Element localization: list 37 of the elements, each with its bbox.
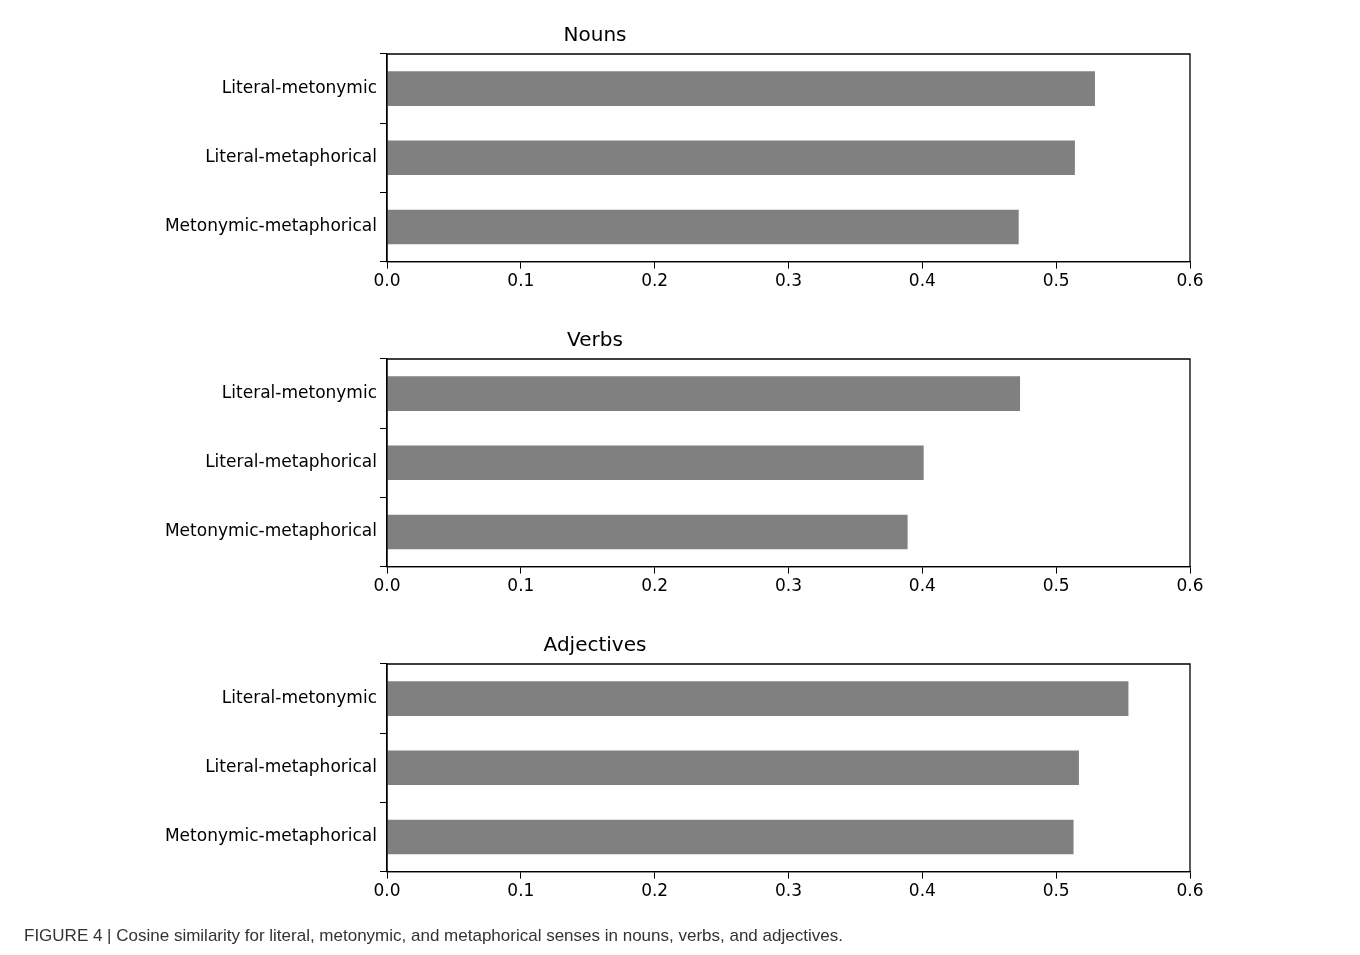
chart-title: Nouns [563,22,627,47]
x-tick-label: 0.5 [1042,270,1070,291]
x-tick-label: 0.3 [774,270,803,291]
x-tick-label: 0.6 [1176,270,1204,291]
y-tick-label: Metonymic-metaphorical [164,215,377,236]
y-tick-label: Literal-metaphorical [205,146,377,167]
x-tick-label: 0.6 [1176,880,1204,901]
x-tick-label: 0.1 [507,880,535,901]
x-tick-label: 0.4 [908,880,936,901]
x-tick-label: 0.5 [1042,880,1070,901]
bar [387,71,1095,106]
bar [387,140,1075,176]
x-tick-label: 0.0 [373,880,401,901]
x-tick-label: 0.4 [908,270,936,291]
y-tick-label: Literal-metonymic [221,77,377,98]
x-tick-label: 0.3 [774,575,803,596]
y-tick-label: Literal-metonymic [221,382,377,403]
x-tick-label: 0.1 [507,575,535,596]
bar [387,209,1019,245]
chart-title: Adjectives [543,632,647,657]
x-tick-label: 0.5 [1042,575,1070,596]
x-tick-label: 0.2 [641,880,669,901]
y-tick-label: Literal-metaphorical [205,451,377,472]
y-tick-label: Metonymic-metaphorical [164,520,377,541]
x-tick-label: 0.2 [641,575,669,596]
x-tick-label: 0.0 [373,575,401,596]
x-tick-label: 0.2 [641,270,669,291]
caption: FIGURE 4 | Cosine similarity for literal, metonymic, and metaphorical senses in nouns, verbs, and adjectives. [24,926,843,946]
chart-title: Verbs [567,327,623,352]
x-tick-label: 0.4 [908,575,936,596]
y-tick-label: Literal-metonymic [221,687,377,708]
y-tick-label: Metonymic-metaphorical [164,825,377,846]
x-tick-label: 0.3 [774,880,803,901]
x-tick-label: 0.6 [1176,575,1204,596]
x-tick-label: 0.0 [373,270,401,291]
y-tick-label: Literal-metaphorical [205,756,377,777]
x-tick-label: 0.1 [507,270,535,291]
